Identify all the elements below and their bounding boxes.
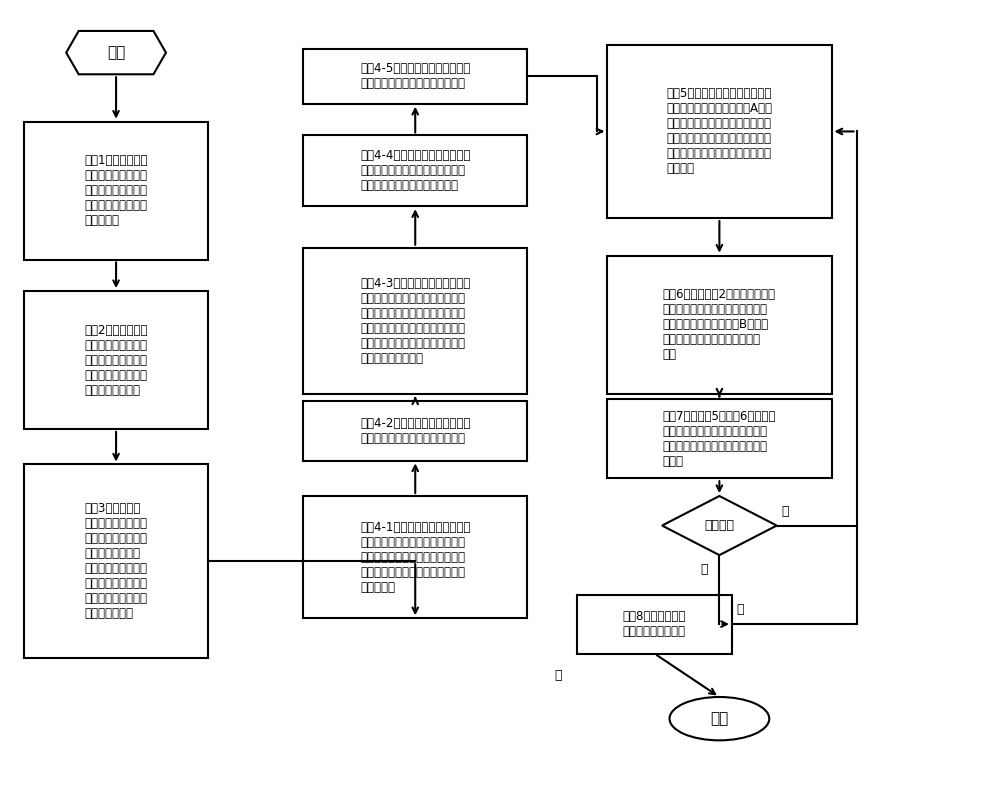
Text: 步骤4-5：利用获得的线性方程组
推导出各节点压力的解析表达式。: 步骤4-5：利用获得的线性方程组 推导出各节点压力的解析表达式。: [360, 62, 470, 90]
Polygon shape: [662, 496, 777, 555]
Polygon shape: [66, 31, 166, 74]
Text: 是否收敛: 是否收敛: [704, 519, 734, 532]
Text: 步骤4-1：将描述池式钠冷快堆主
冷却剂系统流动过程方程组拆分成
针对流体动量守恒的一阶非线性微
分方程组和针对流体质量守恒的线
性方程组。: 步骤4-1：将描述池式钠冷快堆主 冷却剂系统流动过程方程组拆分成 针对流体动量守…: [360, 520, 470, 593]
Text: 步骤1：针对池式钠
冷快堆主冷却剂系统
传热与流动特点，建
立控制体划分图与系
统流路图。: 步骤1：针对池式钠 冷快堆主冷却剂系统 传热与流动特点，建 立控制体划分图与系 …: [84, 154, 148, 227]
Text: 步骤8：未达仿真时
间，进入下一时间步: 步骤8：未达仿真时 间，进入下一时间步: [623, 610, 686, 638]
FancyBboxPatch shape: [607, 399, 832, 479]
Text: 否: 否: [555, 669, 562, 682]
FancyBboxPatch shape: [303, 401, 527, 460]
Text: 步骤5：利用各节点压力解析式，
在一个或一组计算节点下（A组计
算资源），进行当前时间步下的压
力与流量的串行或并行迭代计算，
获得描述流动过程的压力与流量分
: 步骤5：利用各节点压力解析式， 在一个或一组计算节点下（A组计 算资源），进行当…: [666, 88, 772, 176]
FancyBboxPatch shape: [24, 464, 208, 657]
Text: 步骤2：针对各控制
体，建立能量守恒方
程，形成用于描述系
统传热过程的一阶非
线性微分方程组。: 步骤2：针对各控制 体，建立能量守恒方 程，形成用于描述系 统传热过程的一阶非 …: [84, 324, 148, 396]
Text: 步骤4-2：对质量守恒线性方程组
进行微分处理，获得微分方程组。: 步骤4-2：对质量守恒线性方程组 进行微分处理，获得微分方程组。: [360, 417, 470, 445]
Text: 否: 否: [782, 505, 789, 517]
FancyBboxPatch shape: [607, 255, 832, 394]
Text: 步骤7：利用第5步与第6步所获得
的流动与传热过程参数，再利用物
性计算公式更新当前时刻下的物性
参数。: 步骤7：利用第5步与第6步所获得 的流动与传热过程参数，再利用物 性计算公式更新…: [663, 410, 776, 467]
FancyBboxPatch shape: [577, 595, 732, 653]
FancyBboxPatch shape: [303, 496, 527, 619]
Text: 是: 是: [737, 604, 744, 616]
FancyBboxPatch shape: [607, 45, 832, 218]
Text: 步骤4-4：假设本时间步的流量，
将阻力系数中的非线性项消除，获
得针对压力求解的线性方程组。: 步骤4-4：假设本时间步的流量， 将阻力系数中的非线性项消除，获 得针对压力求解…: [360, 149, 470, 192]
FancyBboxPatch shape: [24, 291, 208, 429]
FancyBboxPatch shape: [303, 135, 527, 206]
Text: 结束: 结束: [710, 711, 729, 726]
Text: 开始: 开始: [107, 45, 125, 60]
Text: 步骤4-3：利用动量守恒一阶非线
性微分方程组推导出各流量的微分
项表达式，并代入到质量守恒的微
分方程组，将微分项消元，将获得
的方程组与质量守恒方程组整合成: 步骤4-3：利用动量守恒一阶非线 性微分方程组推导出各流量的微分 项表达式，并代…: [360, 277, 470, 365]
Ellipse shape: [670, 697, 769, 740]
Text: 步骤3：依据流路
图，针对各支路，建
立动量守恒方程；针
对各支路的交汇节
点，建立质量守恒方
程。形成描述系统内
流动过程的一阶非线
性微分方程组。: 步骤3：依据流路 图，针对各支路，建 立动量守恒方程；针 对各支路的交汇节 点，…: [85, 502, 148, 620]
Text: 步骤6：针对步骤2所获得的微分方
程组，利用数值求解算法，在另一
个或另一组计算节点下（B组计算
资源），求解各控制体的焓值参
数。: 步骤6：针对步骤2所获得的微分方 程组，利用数值求解算法，在另一 个或另一组计算…: [663, 288, 776, 361]
FancyBboxPatch shape: [303, 248, 527, 394]
FancyBboxPatch shape: [24, 122, 208, 259]
FancyBboxPatch shape: [303, 49, 527, 104]
Text: 是: 是: [701, 563, 708, 576]
